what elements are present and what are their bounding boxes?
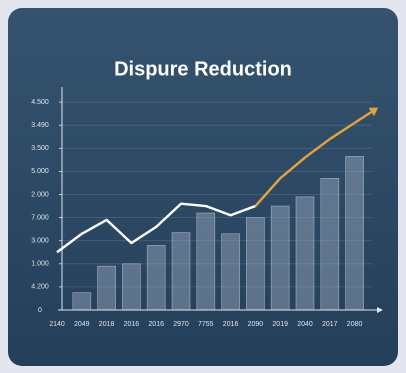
x-tick-label: 2970 — [173, 321, 189, 328]
y-tick-label: 3.490 — [31, 122, 49, 129]
bar — [72, 292, 92, 311]
x-tick-label: 2016 — [223, 321, 239, 328]
x-tick-label: 2018 — [99, 321, 115, 328]
arrow-shaft — [353, 110, 373, 124]
bar — [221, 233, 240, 311]
bar — [171, 232, 191, 311]
x-tick-label: 2016 — [148, 321, 164, 328]
y-tick-label: 5.000 — [31, 168, 49, 175]
y-tick-label: 4.500 — [31, 99, 49, 106]
chart-title: Dispure Reduction — [114, 58, 292, 80]
x-tick-label: 2016 — [124, 321, 140, 328]
bar — [146, 244, 166, 311]
bar — [122, 263, 141, 311]
line — [254, 121, 356, 207]
bar — [345, 156, 364, 311]
x-tick-label: 2019 — [272, 321, 288, 328]
x-tick-label: 2080 — [347, 321, 363, 328]
bar — [196, 212, 216, 311]
y-tick-label: 3.000 — [31, 238, 49, 245]
y-tick-label: 7.000 — [31, 214, 49, 221]
x-tick-label: 2049 — [74, 321, 90, 328]
bar — [97, 265, 116, 311]
bar — [295, 196, 315, 311]
y-tick-label: 3.500 — [31, 145, 49, 152]
bar — [246, 217, 265, 311]
y-tick-label: 2.000 — [31, 191, 49, 198]
y-tick-label: 1.000 — [31, 261, 49, 268]
x-tick-label: 7755 — [198, 321, 214, 328]
x-tick-label: 2017 — [322, 321, 338, 328]
bar — [270, 205, 290, 311]
arrow-head — [368, 107, 379, 117]
card — [8, 8, 398, 366]
y-tick-label: 0 — [38, 307, 42, 314]
x-tick-label: 2090 — [248, 321, 264, 328]
y-tick-label: 4.200 — [31, 284, 49, 291]
line — [56, 202, 256, 254]
bar — [320, 177, 340, 311]
x-tick-label: 2140 — [49, 321, 65, 328]
x-tick-label: 2040 — [297, 321, 313, 328]
x-axis-arrow — [377, 307, 383, 313]
